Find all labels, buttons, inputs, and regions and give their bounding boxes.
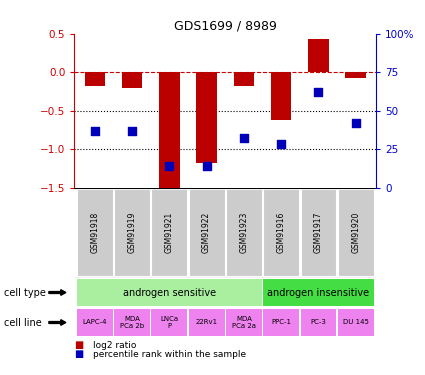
Point [129,128,136,134]
Point [278,141,284,147]
Title: GDS1699 / 8989: GDS1699 / 8989 [174,20,277,33]
Text: log2 ratio: log2 ratio [94,340,137,350]
Text: androgen insensitive: androgen insensitive [267,288,369,297]
Text: GSM91921: GSM91921 [165,212,174,253]
Bar [159,72,180,191]
Text: LAPC-4: LAPC-4 [82,320,107,326]
Bar [196,72,217,163]
Text: cell type: cell type [4,288,46,297]
Text: GSM91920: GSM91920 [351,212,360,253]
FancyBboxPatch shape [263,189,299,276]
Text: DU 145: DU 145 [343,320,368,326]
Point [203,163,210,169]
FancyBboxPatch shape [76,279,262,306]
FancyBboxPatch shape [338,309,374,336]
Bar [122,72,142,88]
Text: ■: ■ [74,350,84,359]
Point [241,135,247,141]
Text: PC-3: PC-3 [310,320,326,326]
FancyBboxPatch shape [226,309,262,336]
Text: LNCa
P: LNCa P [160,316,178,329]
Text: PPC-1: PPC-1 [271,320,291,326]
Text: GSM91922: GSM91922 [202,212,211,253]
FancyBboxPatch shape [77,309,113,336]
Bar [271,72,292,120]
Bar [85,72,105,86]
FancyBboxPatch shape [300,189,336,276]
FancyBboxPatch shape [77,189,113,276]
Text: androgen sensitive: androgen sensitive [123,288,216,297]
FancyBboxPatch shape [226,189,262,276]
FancyBboxPatch shape [300,309,336,336]
Point [315,89,322,95]
FancyBboxPatch shape [189,309,224,336]
FancyBboxPatch shape [189,189,224,276]
Bar [346,72,366,78]
Text: GSM91918: GSM91918 [91,212,99,253]
Bar [234,72,254,86]
Text: GSM91919: GSM91919 [128,212,136,253]
Point [352,120,359,126]
FancyBboxPatch shape [151,309,187,336]
Text: GSM91916: GSM91916 [277,212,286,253]
FancyBboxPatch shape [151,189,187,276]
Text: ■: ■ [74,340,84,350]
Text: MDA
PCa 2a: MDA PCa 2a [232,316,256,329]
Point [166,163,173,169]
Text: 22Rv1: 22Rv1 [196,320,218,326]
FancyBboxPatch shape [263,309,299,336]
FancyBboxPatch shape [263,279,374,306]
Point [91,128,98,134]
Bar [308,39,329,72]
Text: percentile rank within the sample: percentile rank within the sample [94,350,246,359]
FancyBboxPatch shape [338,189,374,276]
Text: GSM91917: GSM91917 [314,212,323,253]
Text: MDA
PCa 2b: MDA PCa 2b [120,316,144,329]
Text: cell line: cell line [4,318,42,327]
Text: GSM91923: GSM91923 [239,212,248,253]
FancyBboxPatch shape [114,189,150,276]
FancyBboxPatch shape [114,309,150,336]
